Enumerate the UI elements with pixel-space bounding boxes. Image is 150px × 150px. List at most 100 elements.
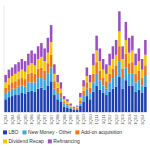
bar-segment [11,76,14,82]
bar-segment [89,93,92,99]
bar-segment [92,92,95,112]
bar-segment [27,82,30,92]
bar-segment [86,76,89,82]
x-tick-label: 3Q11 [101,114,106,125]
bar-segment [105,74,108,81]
x-tick-label: 1Q04 [3,114,8,125]
bar-segment [138,80,141,90]
bar-segment [108,54,111,66]
bar-segment [73,107,76,108]
bar-segment [79,104,82,106]
bar-segment [115,65,118,76]
bar-segment [105,95,108,112]
bar-segment [105,64,108,74]
bar-segment [128,63,131,74]
bar-segment [138,48,141,61]
x-tick [142,113,143,114]
bar-segment [17,62,20,72]
bar-segment [47,74,50,86]
x-tick [83,113,84,114]
bar-segment [53,74,56,81]
bar-segment [66,108,69,112]
x-tick-label: 3Q09 [75,114,80,125]
bar-segment [50,67,53,81]
bar-segment [79,100,82,103]
bar-segment [125,40,128,54]
x-tick-label: 3Q07 [49,114,54,125]
bar-segment [92,54,95,66]
bar-segment [30,82,33,90]
bar-segment [4,75,7,82]
bar-segment [125,22,128,40]
x-tick-label: 1Q14 [133,114,138,125]
bar-segment [99,90,102,112]
bar-segment [105,81,108,88]
bar-segment [43,71,46,81]
bar-segment [43,80,46,90]
bar-segment [56,82,59,87]
legend-swatch [3,139,7,143]
bar-segment [50,81,53,112]
bar-segment [43,48,46,61]
bar-segment [69,107,72,108]
bar-segment [37,78,40,89]
bar-segment [134,74,137,82]
bar-segment [60,97,63,101]
x-tick-label: 1Q10 [81,114,86,125]
x-tick [57,113,58,114]
bar-segment [24,87,27,94]
bar-segment [11,82,14,88]
bar-segment [63,101,66,103]
bar-segment [76,109,79,110]
x-tick-label: 3Q12 [114,114,119,125]
x-tick-label: 1Q13 [120,114,125,125]
bar-segment [69,109,72,112]
bar-segment [34,82,37,92]
bar-segment [99,71,102,81]
legend-swatch [48,139,52,143]
bar-segment [141,86,144,93]
bar-segment [108,82,111,92]
bar-segment [21,59,24,70]
bar-segment [21,93,24,112]
bar-segment [73,107,76,108]
bar-segment [134,82,137,92]
bar-segment [69,108,72,109]
bar-segment [53,81,56,88]
bar-segment [118,61,121,77]
x-tick-label: 1Q08 [55,114,60,125]
bar-segment [118,31,121,46]
bar-segment [24,94,27,112]
legend-label: LBO [9,129,19,135]
bar-segment [40,88,43,112]
bar-segment [63,96,66,99]
bar-segment [125,67,128,80]
bar-segment [92,74,95,82]
x-tick [5,113,6,114]
x-tick-label: 1Q05 [16,114,21,125]
bar-segment [56,88,59,93]
bar-segment [60,93,63,97]
x-tick-label: 1Q12 [107,114,112,125]
bar-segment [37,46,40,59]
bar-segment [115,87,118,112]
bar-segment [66,106,69,108]
bar-segment [115,76,118,87]
bar-segment [40,43,43,57]
bar-segment [17,79,20,86]
bar-segment [121,46,124,59]
bar-segment [37,69,40,79]
bar-segment [79,106,82,112]
bar-segment [79,93,82,97]
x-tick [122,113,123,114]
bar-segment [102,93,105,112]
bar-segment [112,46,115,59]
chart: 1Q043Q041Q053Q051Q063Q061Q073Q071Q083Q08… [0,0,150,150]
bar-segment [134,54,137,66]
bar-segment [53,64,56,74]
bar-segment [115,55,118,66]
bar-segment [99,80,102,90]
bar-segment [108,92,111,112]
bar-segment [82,101,85,112]
bar-segment [66,104,69,106]
